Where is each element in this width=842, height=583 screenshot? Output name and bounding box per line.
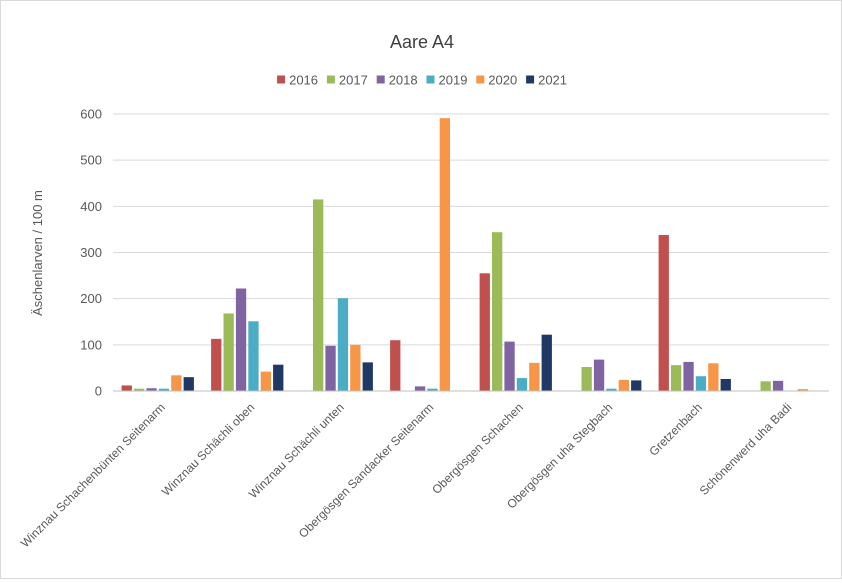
bar-2021	[183, 377, 194, 391]
gridlines	[113, 113, 829, 346]
bar-2016	[390, 340, 401, 391]
bar-2019	[158, 388, 170, 391]
bar-2019	[337, 298, 349, 391]
bar-2017	[223, 313, 234, 391]
x-tick-label: Winznau Schachenbünten Seitenarm	[18, 400, 168, 550]
bar-2020	[529, 362, 540, 391]
bar-2019	[427, 388, 438, 391]
bar-2019	[695, 376, 707, 391]
bar-2021	[631, 380, 642, 391]
legend-label: 2021	[538, 73, 567, 88]
y-tick-label: 0	[95, 384, 102, 399]
legend-label: 2019	[439, 73, 468, 88]
bar-2020	[171, 375, 182, 391]
y-tick-label: 500	[80, 153, 102, 168]
bar-2020	[618, 379, 629, 391]
legend-label: 2016	[289, 73, 318, 88]
bar-2018	[593, 359, 605, 391]
y-axis-tick-labels: 0 100 200 300 400 500 600	[80, 107, 102, 399]
chart-title: Aare A4	[390, 32, 454, 52]
y-tick-label: 200	[80, 291, 102, 306]
bar-2021	[362, 362, 373, 391]
bar-2018	[683, 361, 694, 391]
bar-2019	[248, 321, 259, 391]
x-tick-label: Gretzenbach	[646, 400, 704, 458]
bar-2017	[671, 365, 682, 391]
x-axis-tick-labels: Winznau Schachenbünten SeitenarmWinznau …	[18, 400, 794, 550]
bar-2017	[760, 381, 771, 391]
bar-2021	[273, 364, 284, 391]
bar-2020	[260, 371, 271, 391]
bar-2021	[541, 334, 552, 391]
y-tick-label: 100	[80, 337, 102, 352]
bar-2016	[658, 234, 669, 391]
x-tick-label: Obergösgen Schachen	[429, 400, 526, 497]
y-tick-label: 300	[80, 245, 102, 260]
x-tick-label: Obergösgen uha Stegbach	[504, 400, 615, 511]
bar-2019	[516, 378, 528, 391]
bars	[121, 118, 808, 391]
bar-2017	[134, 388, 145, 391]
bar-2018	[325, 345, 336, 391]
bar-2018	[235, 288, 247, 391]
y-tick-label: 400	[80, 199, 102, 214]
bar-2017	[313, 199, 324, 391]
bar-2018	[504, 341, 515, 391]
bar-2019	[606, 388, 617, 391]
bar-2016	[211, 338, 222, 391]
legend-swatch-2016	[277, 75, 286, 84]
bar-2018	[146, 388, 157, 391]
legend-swatch-2017	[326, 75, 335, 84]
legend-swatch-2020	[476, 75, 485, 84]
legend-label: 2020	[488, 73, 517, 88]
bar-2017	[581, 366, 592, 391]
bar-2020	[797, 389, 808, 391]
x-tick-label: Winznau Schächli unten	[246, 400, 347, 501]
bar-2020	[708, 363, 719, 391]
bar-2018	[772, 380, 784, 391]
y-tick-label: 600	[80, 107, 102, 122]
legend-label: 2018	[389, 73, 418, 88]
bar-2020	[350, 344, 361, 391]
bar-2020	[439, 118, 450, 391]
legend-swatch-2021	[526, 75, 535, 84]
legend-swatch-2018	[376, 75, 385, 84]
legend-swatch-2019	[426, 75, 435, 84]
chart-legend: 2016 2017 2018 2019 2020 2021	[277, 73, 567, 88]
x-tick-label: Schönenwerd uha Badi	[697, 400, 795, 498]
bar-2016	[121, 385, 132, 391]
y-axis-label: Äschenlarven / 100 m	[30, 190, 45, 316]
bar-2021	[720, 378, 731, 391]
bar-2016	[479, 273, 490, 391]
x-tick-label: Winznau Schächli oben	[159, 400, 258, 499]
bar-2017	[492, 232, 503, 391]
bar-2018	[414, 386, 426, 391]
legend-label: 2017	[339, 73, 368, 88]
